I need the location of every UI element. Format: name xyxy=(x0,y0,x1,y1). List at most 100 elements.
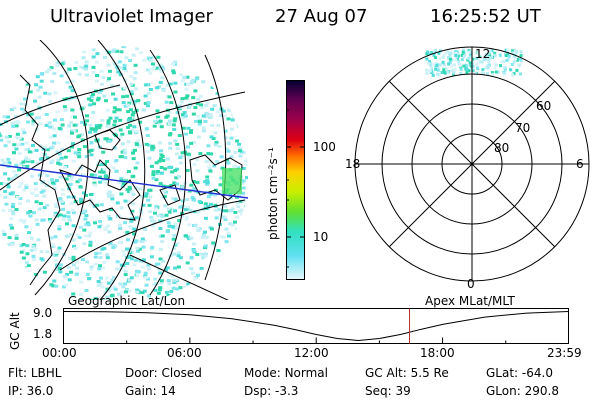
emission-pixel xyxy=(176,254,181,258)
emission-pixel xyxy=(21,256,26,260)
emission-pixel xyxy=(175,241,180,245)
emission-pixel xyxy=(23,97,27,101)
emission-pixel xyxy=(101,150,106,154)
emission-pixel xyxy=(107,230,112,234)
emission-pixel xyxy=(193,276,198,280)
emission-pixel xyxy=(106,119,111,123)
polar-emission-pixel xyxy=(487,60,491,64)
emission-pixel xyxy=(178,161,183,165)
emission-pixel xyxy=(113,287,118,291)
polar-emission-pixel xyxy=(454,58,458,62)
emission-pixel xyxy=(108,116,113,120)
emission-pixel xyxy=(132,125,137,129)
emission-pixel xyxy=(38,173,43,177)
mlt-label-18: 18 xyxy=(345,157,360,171)
emission-pixel xyxy=(98,276,103,280)
polar-emission-pixel xyxy=(452,71,456,75)
emission-pixel xyxy=(58,270,63,274)
emission-pixel xyxy=(239,199,244,203)
emission-pixel xyxy=(222,114,227,118)
emission-pixel xyxy=(144,192,149,196)
emission-pixel xyxy=(106,215,111,218)
emission-pixel xyxy=(162,89,167,92)
emission-pixel xyxy=(8,223,13,227)
emission-pixel xyxy=(35,161,40,165)
polar-emission-pixel xyxy=(515,68,519,72)
emission-pixel xyxy=(223,204,228,208)
emission-pixel xyxy=(112,275,116,279)
emission-pixel xyxy=(169,101,174,105)
emission-pixel xyxy=(158,182,163,186)
emission-pixel xyxy=(100,118,105,122)
emission-pixel xyxy=(47,218,52,221)
emission-pixel xyxy=(50,243,55,247)
emission-pixel xyxy=(12,151,16,155)
polar-emission-pixel xyxy=(468,55,472,59)
emission-pixel xyxy=(39,257,44,261)
emission-pixel xyxy=(138,120,143,124)
emission-pixel xyxy=(60,192,65,196)
emission-pixel xyxy=(129,226,134,230)
emission-pixel xyxy=(125,247,130,251)
emission-pixel xyxy=(167,111,172,115)
emission-pixel xyxy=(117,181,122,185)
emission-pixel xyxy=(18,218,23,222)
emission-pixel xyxy=(92,183,97,187)
altitude-strip-chart xyxy=(63,308,569,344)
emission-pixel xyxy=(125,188,130,192)
emission-pixel xyxy=(38,85,43,89)
emission-pixel xyxy=(60,148,65,152)
emission-pixel xyxy=(151,173,156,177)
emission-pixel xyxy=(181,113,185,117)
emission-pixel xyxy=(71,255,76,259)
emission-pixel xyxy=(83,217,88,221)
emission-pixel xyxy=(17,168,22,172)
emission-pixel xyxy=(84,67,89,71)
emission-pixel xyxy=(118,282,123,286)
emission-pixel xyxy=(186,205,191,209)
emission-pixel xyxy=(64,283,69,287)
emission-pixel xyxy=(185,75,190,79)
emission-pixel xyxy=(103,162,107,166)
emission-pixel xyxy=(45,174,50,178)
polar-emission-pixel xyxy=(447,56,450,60)
emission-pixel xyxy=(73,115,77,119)
emission-pixel xyxy=(218,183,223,187)
emission-pixel xyxy=(77,148,82,151)
emission-pixel xyxy=(21,243,26,246)
emission-pixel xyxy=(93,255,98,259)
emission-pixel xyxy=(158,123,163,127)
emission-pixel xyxy=(145,68,150,72)
emission-pixel xyxy=(241,129,245,133)
emission-pixel xyxy=(75,260,79,264)
emission-pixel xyxy=(132,77,137,80)
polar-emission-pixel xyxy=(438,73,441,77)
polar-emission-pixel xyxy=(513,48,517,52)
emission-pixel xyxy=(158,67,163,71)
emission-pixel xyxy=(209,114,214,118)
emission-pixel xyxy=(89,153,94,157)
emission-pixel xyxy=(127,247,132,251)
emission-pixel xyxy=(25,82,30,86)
emission-pixel xyxy=(175,142,180,146)
emission-pixel xyxy=(91,176,96,180)
emission-pixel xyxy=(86,223,91,227)
emission-pixel xyxy=(203,244,208,248)
emission-pixel xyxy=(19,181,24,185)
emission-pixel xyxy=(167,165,172,169)
emission-pixel xyxy=(200,252,205,256)
emission-pixel xyxy=(49,236,54,240)
info-ip: IP: 36.0 xyxy=(8,384,53,398)
polar-emission-pixel xyxy=(459,67,463,71)
emission-pixel xyxy=(187,155,192,159)
emission-pixel xyxy=(29,236,34,240)
emission-pixel xyxy=(241,186,246,190)
emission-pixel xyxy=(55,60,60,64)
emission-pixel xyxy=(109,286,113,290)
emission-pixel xyxy=(206,152,211,156)
emission-pixel xyxy=(185,261,190,265)
emission-pixel xyxy=(3,172,8,176)
emission-pixel xyxy=(79,107,84,111)
emission-pixel xyxy=(160,215,165,218)
emission-pixel xyxy=(22,110,26,114)
